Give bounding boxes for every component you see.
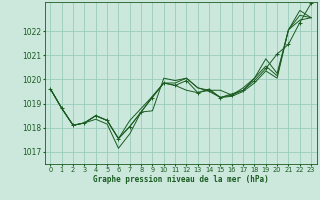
- X-axis label: Graphe pression niveau de la mer (hPa): Graphe pression niveau de la mer (hPa): [93, 175, 269, 184]
